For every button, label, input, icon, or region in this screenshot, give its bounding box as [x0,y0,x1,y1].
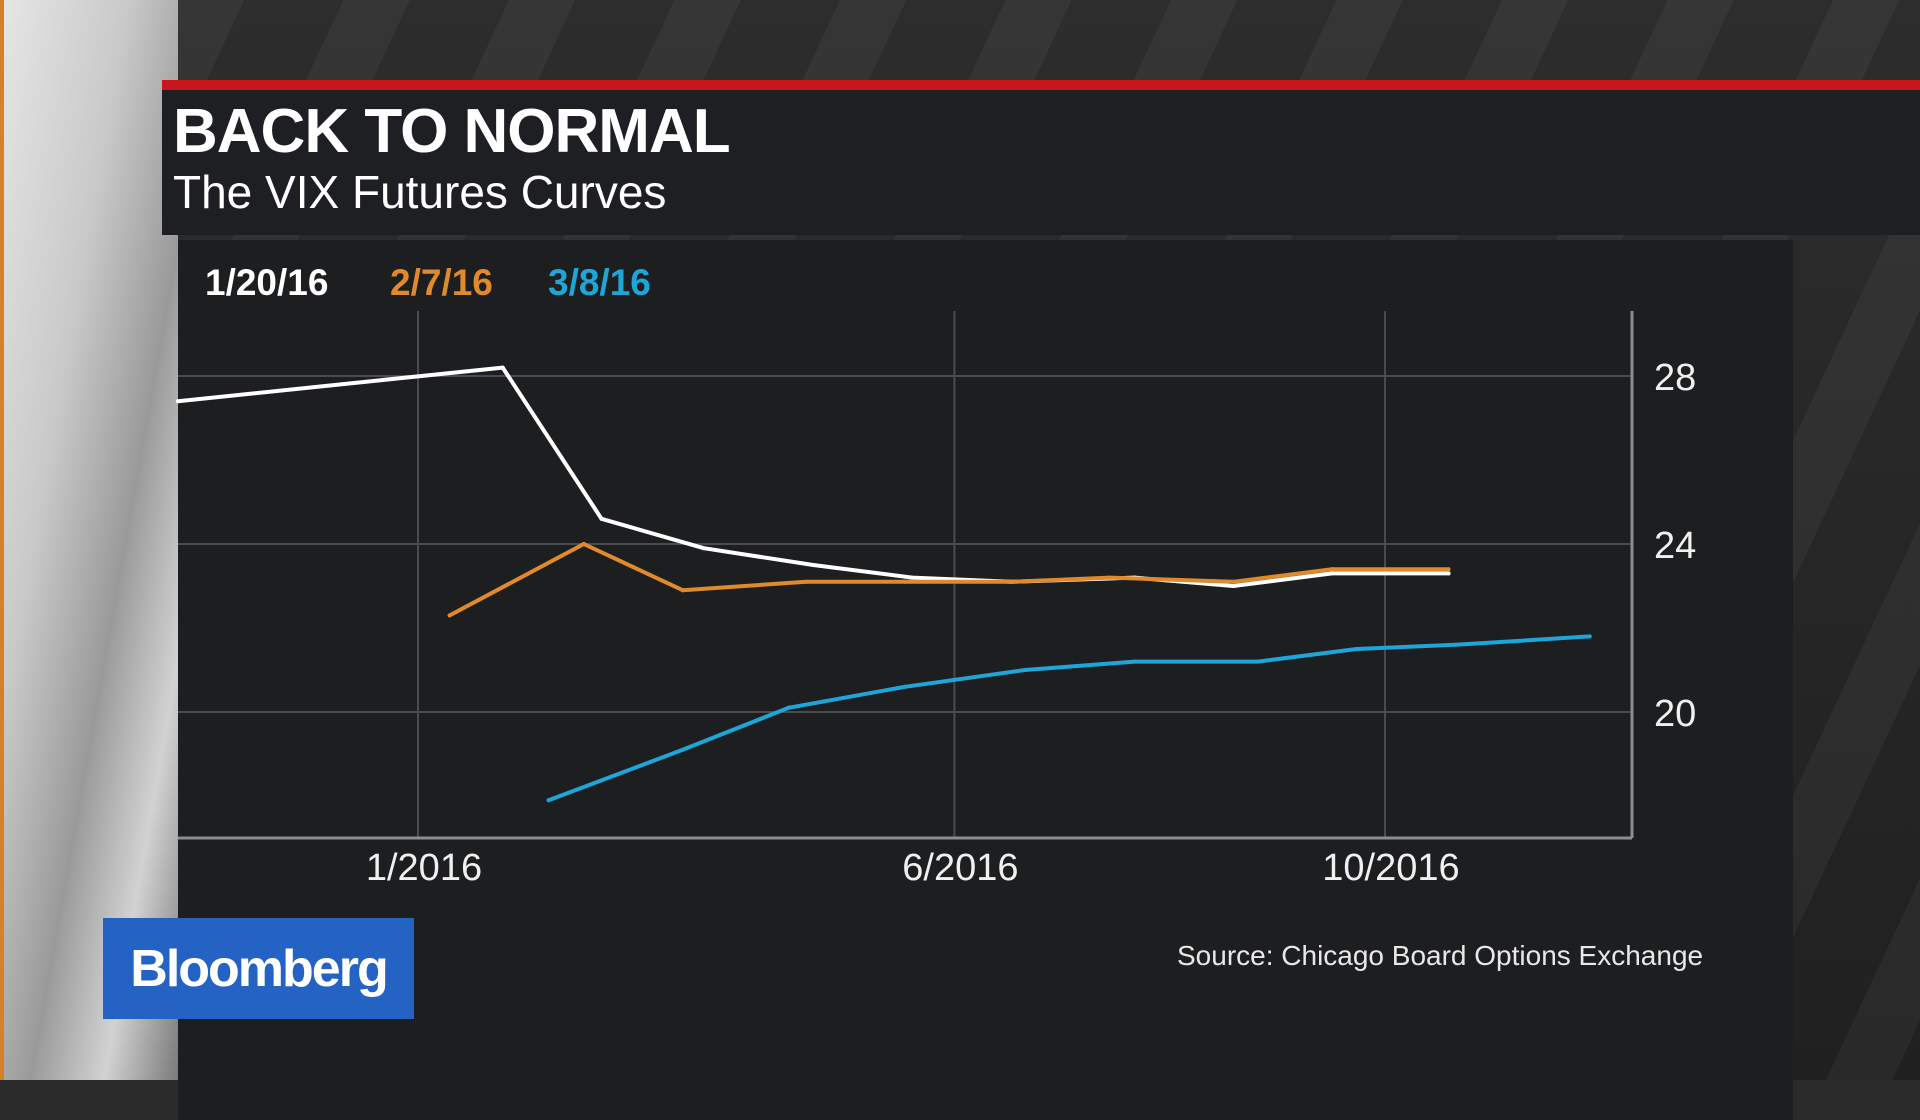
data-point [680,588,685,593]
data-point [581,542,586,546]
data-point [1446,571,1451,576]
series-line-2 [447,542,1451,618]
y-tick-label: 20 [1654,693,1696,735]
grid [178,311,1632,838]
bloomberg-logo: Bloomberg [103,918,414,1019]
x-tick-label: 10/2016 [1322,847,1459,889]
legend-item-1: 1/20/16 [205,262,329,303]
data-point [1231,579,1236,584]
data-point [1023,668,1027,672]
legend-item-2: 2/7/16 [390,262,493,303]
data-point [804,579,809,584]
chart-title: BACK TO NORMAL [173,97,731,166]
chart-panel [178,240,1793,1120]
y-tick-label: 28 [1654,357,1696,399]
data-point [176,399,180,404]
source-note: Source: Chicago Board Options Exchange [1177,940,1704,971]
data-point [680,747,685,752]
series-line-3 [546,634,1592,803]
data-point [1231,584,1236,588]
data-point [903,579,907,584]
title-bar [162,80,1920,235]
data-point [1330,567,1334,572]
data-point [1132,659,1137,664]
data-point [1107,575,1112,580]
data-point [1354,647,1359,651]
chart-subtitle: The VIX Futures Curves [173,166,667,218]
x-tick-label: 6/2016 [902,847,1018,889]
data-point [786,705,791,710]
background-left-panel [0,0,178,1080]
series-lines [176,365,1592,803]
axes: 20 24 28 1/2016 6/2016 10/2016 [178,311,1696,889]
data-point [1330,571,1334,576]
data-point [500,365,505,370]
data-point [1008,579,1013,584]
data-point [811,563,816,567]
y-tick-label: 24 [1654,525,1696,567]
data-point [1587,634,1592,639]
series-line-1 [176,365,1451,588]
legend-item-3: 3/8/16 [548,262,651,303]
line-chart: 20 24 28 1/2016 6/2016 10/2016 [176,311,1696,889]
data-point [1453,642,1458,647]
data-point [903,684,907,689]
data-point [910,575,915,580]
data-point [1255,659,1260,664]
data-point [546,798,551,803]
data-point [701,546,706,551]
data-point [599,516,604,521]
data-point [447,613,452,618]
x-tick-label: 1/2016 [366,847,482,889]
data-point [1446,567,1451,572]
